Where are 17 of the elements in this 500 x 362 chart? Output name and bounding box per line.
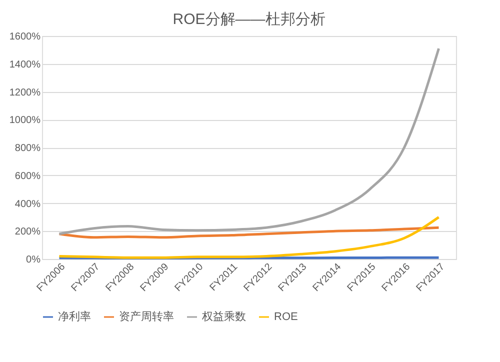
legend-label: 权益乘数 (201, 310, 246, 323)
y-tick-label: 600% (14, 170, 41, 182)
y-tick-label: 1400% (9, 59, 41, 70)
legend-label: ROE (274, 311, 298, 323)
legend-label: 净利率 (58, 310, 91, 323)
chart-title: ROE分解——杜邦分析 (172, 11, 326, 28)
y-tick-label: 800% (14, 143, 41, 154)
y-tick-label: 1200% (9, 87, 41, 98)
line-series (58, 226, 440, 239)
y-tick-label: 200% (14, 226, 41, 238)
y-tick-label: 0% (26, 254, 41, 266)
y-tick-label: 1600% (9, 32, 41, 42)
y-tick-label: 1000% (9, 115, 41, 126)
line-series (58, 47, 440, 236)
line-series (58, 216, 440, 259)
legend-label: 资产周转率 (119, 310, 174, 323)
y-tick-label: 400% (14, 198, 41, 210)
